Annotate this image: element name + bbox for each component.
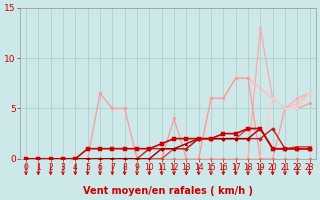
X-axis label: Vent moyen/en rafales ( km/h ): Vent moyen/en rafales ( km/h ) xyxy=(83,186,253,196)
